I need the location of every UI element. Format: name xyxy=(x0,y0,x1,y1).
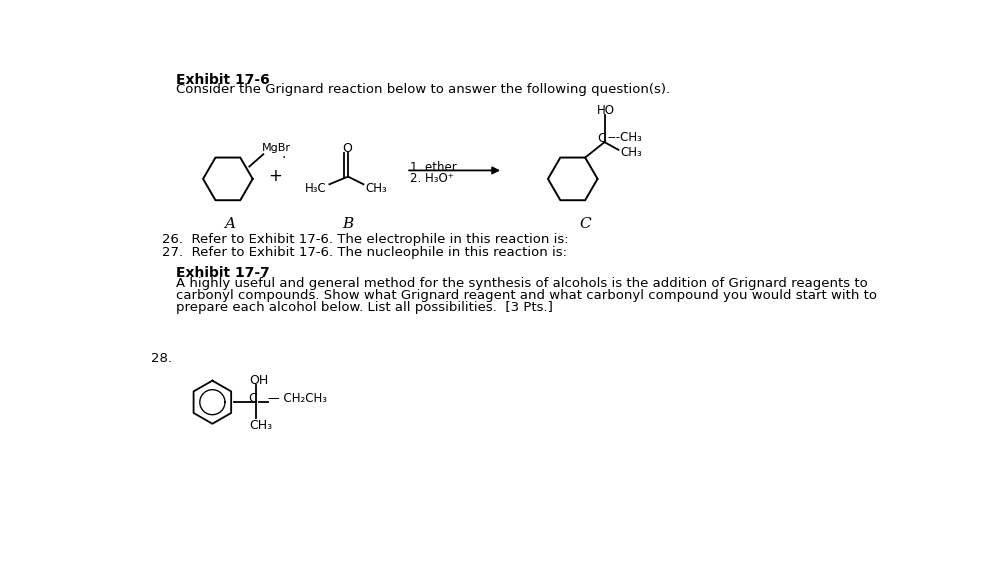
Text: Exhibit 17-6: Exhibit 17-6 xyxy=(176,73,270,87)
Text: C: C xyxy=(579,217,591,231)
Text: OH: OH xyxy=(249,374,269,387)
Text: C: C xyxy=(598,132,605,145)
Text: 26.  Refer to Exhibit 17-6. The electrophile in this reaction is:: 26. Refer to Exhibit 17-6. The electroph… xyxy=(162,233,569,246)
Text: ---CH₃: ---CH₃ xyxy=(607,131,643,144)
Text: CH₃: CH₃ xyxy=(620,146,642,159)
Text: 2. H₃O⁺: 2. H₃O⁺ xyxy=(410,172,454,185)
Text: — CH₂CH₃: — CH₂CH₃ xyxy=(268,392,327,405)
Text: 1. ether: 1. ether xyxy=(410,161,457,174)
Text: O: O xyxy=(342,142,352,155)
Text: C: C xyxy=(248,392,257,405)
Text: A highly useful and general method for the synthesis of alcohols is the addition: A highly useful and general method for t… xyxy=(176,277,868,291)
Text: .: . xyxy=(282,146,286,161)
Text: 27.  Refer to Exhibit 17-6. The nucleophile in this reaction is:: 27. Refer to Exhibit 17-6. The nucleophi… xyxy=(162,246,567,259)
Text: B: B xyxy=(342,217,353,231)
Text: Consider the Grignard reaction below to answer the following question(s).: Consider the Grignard reaction below to … xyxy=(176,83,670,97)
Text: H₃C: H₃C xyxy=(305,182,326,195)
Text: carbonyl compounds. Show what Grignard reagent and what carbonyl compound you wo: carbonyl compounds. Show what Grignard r… xyxy=(176,289,877,302)
Text: 28.: 28. xyxy=(151,352,173,365)
Text: A: A xyxy=(224,217,235,231)
Text: CH₃: CH₃ xyxy=(249,419,273,432)
Text: Exhibit 17-7: Exhibit 17-7 xyxy=(176,266,270,280)
Text: HO: HO xyxy=(597,104,615,117)
Text: CH₃: CH₃ xyxy=(365,182,387,195)
Text: +: + xyxy=(268,167,282,185)
Text: prepare each alcohol below. List all possibilities.  [3 Pts.]: prepare each alcohol below. List all pos… xyxy=(176,301,553,314)
Text: MgBr: MgBr xyxy=(261,144,291,154)
